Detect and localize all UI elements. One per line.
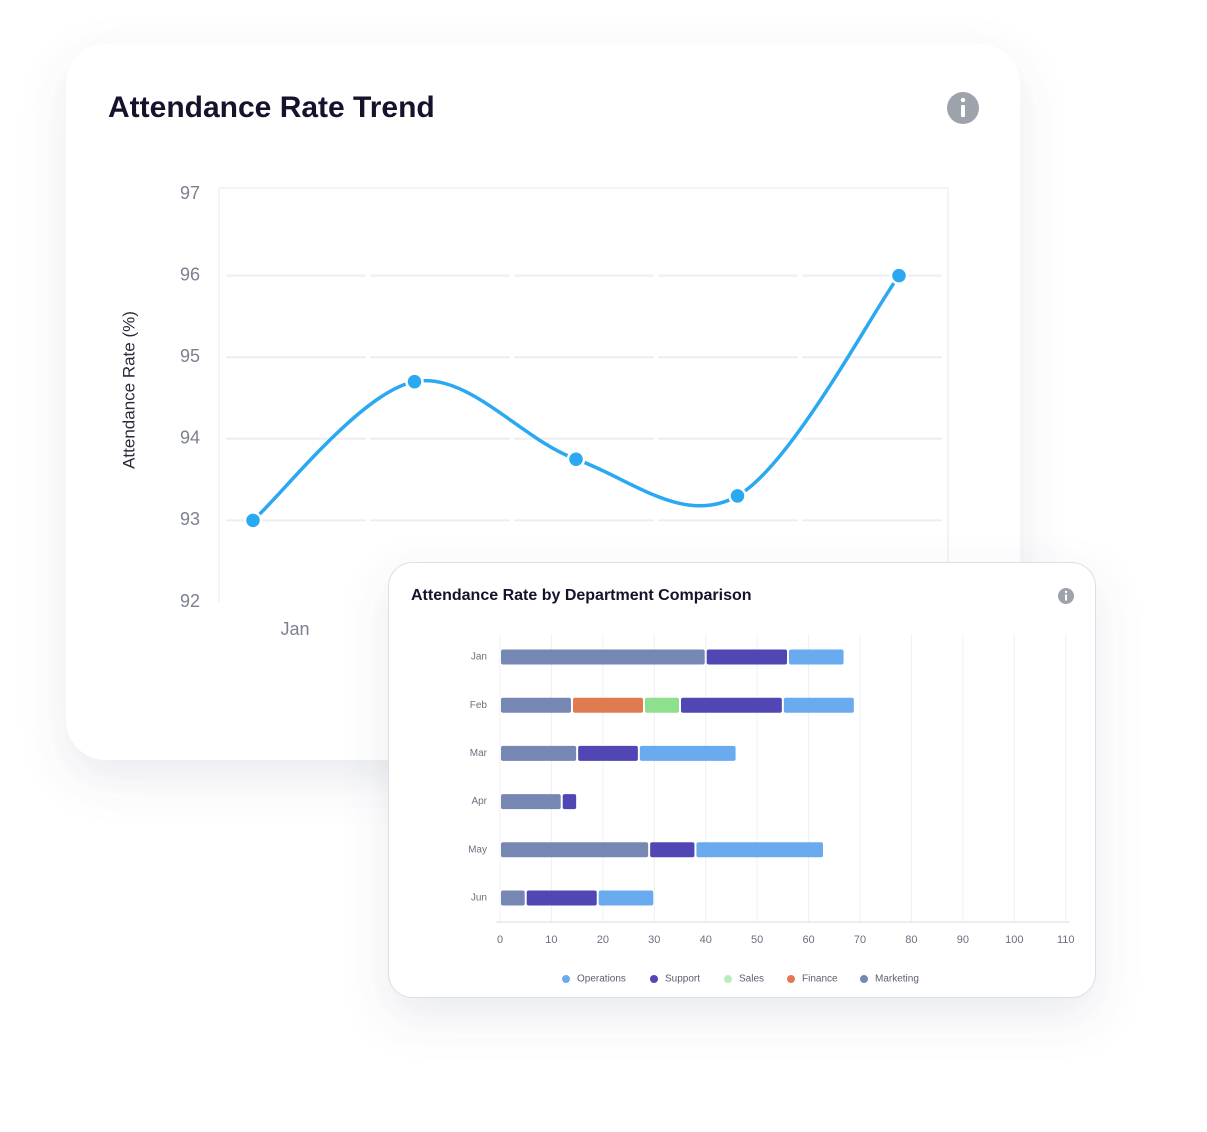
x-tick-label: 70 bbox=[854, 934, 866, 946]
data-point bbox=[405, 372, 424, 391]
legend-swatch bbox=[787, 975, 795, 983]
legend-label: Marketing bbox=[875, 974, 919, 985]
bar-segment bbox=[573, 697, 643, 713]
data-point bbox=[566, 449, 586, 469]
legend-label: Operations bbox=[577, 974, 626, 985]
info-icon[interactable] bbox=[1058, 588, 1074, 604]
bar-segment bbox=[650, 842, 695, 858]
data-point bbox=[243, 511, 263, 530]
bar-segment bbox=[789, 649, 844, 665]
legend-swatch bbox=[562, 975, 570, 983]
department-card: Attendance Rate by Department Comparison… bbox=[388, 562, 1096, 998]
legend-swatch bbox=[650, 975, 658, 983]
y-tick-label: 94 bbox=[180, 428, 200, 448]
y-tick-label: Apr bbox=[471, 796, 487, 807]
legend-swatch bbox=[724, 975, 732, 983]
bar-segment bbox=[645, 697, 679, 713]
y-tick-label: Feb bbox=[470, 700, 488, 711]
legend-swatch bbox=[860, 975, 868, 983]
x-tick-label: 90 bbox=[957, 934, 969, 946]
chart-title: Attendance Rate by Department Comparison bbox=[411, 587, 752, 604]
y-axis-label: Attendance Rate (%) bbox=[119, 311, 138, 469]
x-tick-label: 40 bbox=[700, 934, 712, 946]
bar-segment bbox=[501, 794, 561, 810]
data-point bbox=[728, 486, 747, 506]
card bbox=[388, 562, 1096, 998]
bar-segment bbox=[681, 697, 782, 713]
bar-segment bbox=[501, 697, 571, 713]
x-tick-label: 10 bbox=[545, 934, 557, 946]
y-tick-label: 96 bbox=[180, 264, 200, 284]
bar-segment bbox=[598, 890, 654, 906]
bar-segment bbox=[706, 649, 787, 665]
x-tick-label: 80 bbox=[905, 934, 917, 946]
bar-segment bbox=[501, 745, 577, 761]
legend-label: Support bbox=[665, 974, 700, 985]
y-tick-label: 92 bbox=[180, 591, 200, 611]
bar-segment bbox=[562, 794, 577, 810]
x-tick-label: 0 bbox=[497, 934, 503, 946]
bar-segment bbox=[783, 697, 854, 713]
y-tick-label: 97 bbox=[180, 183, 200, 203]
x-tick-label: Jan bbox=[280, 619, 309, 639]
y-tick-label: Jun bbox=[471, 893, 487, 904]
legend-label: Sales bbox=[739, 974, 764, 985]
bar-segment bbox=[501, 890, 525, 906]
x-tick-label: 60 bbox=[802, 934, 814, 946]
x-tick-label: 50 bbox=[751, 934, 763, 946]
chart-title: Attendance Rate Trend bbox=[108, 91, 435, 124]
x-tick-label: 100 bbox=[1005, 934, 1023, 946]
y-tick-label: May bbox=[468, 844, 487, 855]
bar-segment bbox=[578, 745, 638, 761]
x-tick-label: 110 bbox=[1057, 934, 1075, 946]
y-tick-label: 95 bbox=[180, 346, 200, 366]
y-tick-label: Mar bbox=[470, 748, 488, 759]
info-icon[interactable] bbox=[947, 92, 979, 124]
bar-segment bbox=[501, 842, 649, 858]
bar-segment bbox=[696, 842, 823, 858]
y-tick-label: Jan bbox=[471, 652, 487, 663]
y-tick-label: 93 bbox=[180, 509, 200, 529]
bar-segment bbox=[526, 890, 597, 906]
legend-label: Finance bbox=[802, 974, 838, 985]
x-tick-label: 20 bbox=[597, 934, 609, 946]
x-tick-label: 30 bbox=[648, 934, 660, 946]
bar-segment bbox=[501, 649, 705, 665]
bar-segment bbox=[639, 745, 736, 761]
data-point bbox=[889, 266, 909, 285]
